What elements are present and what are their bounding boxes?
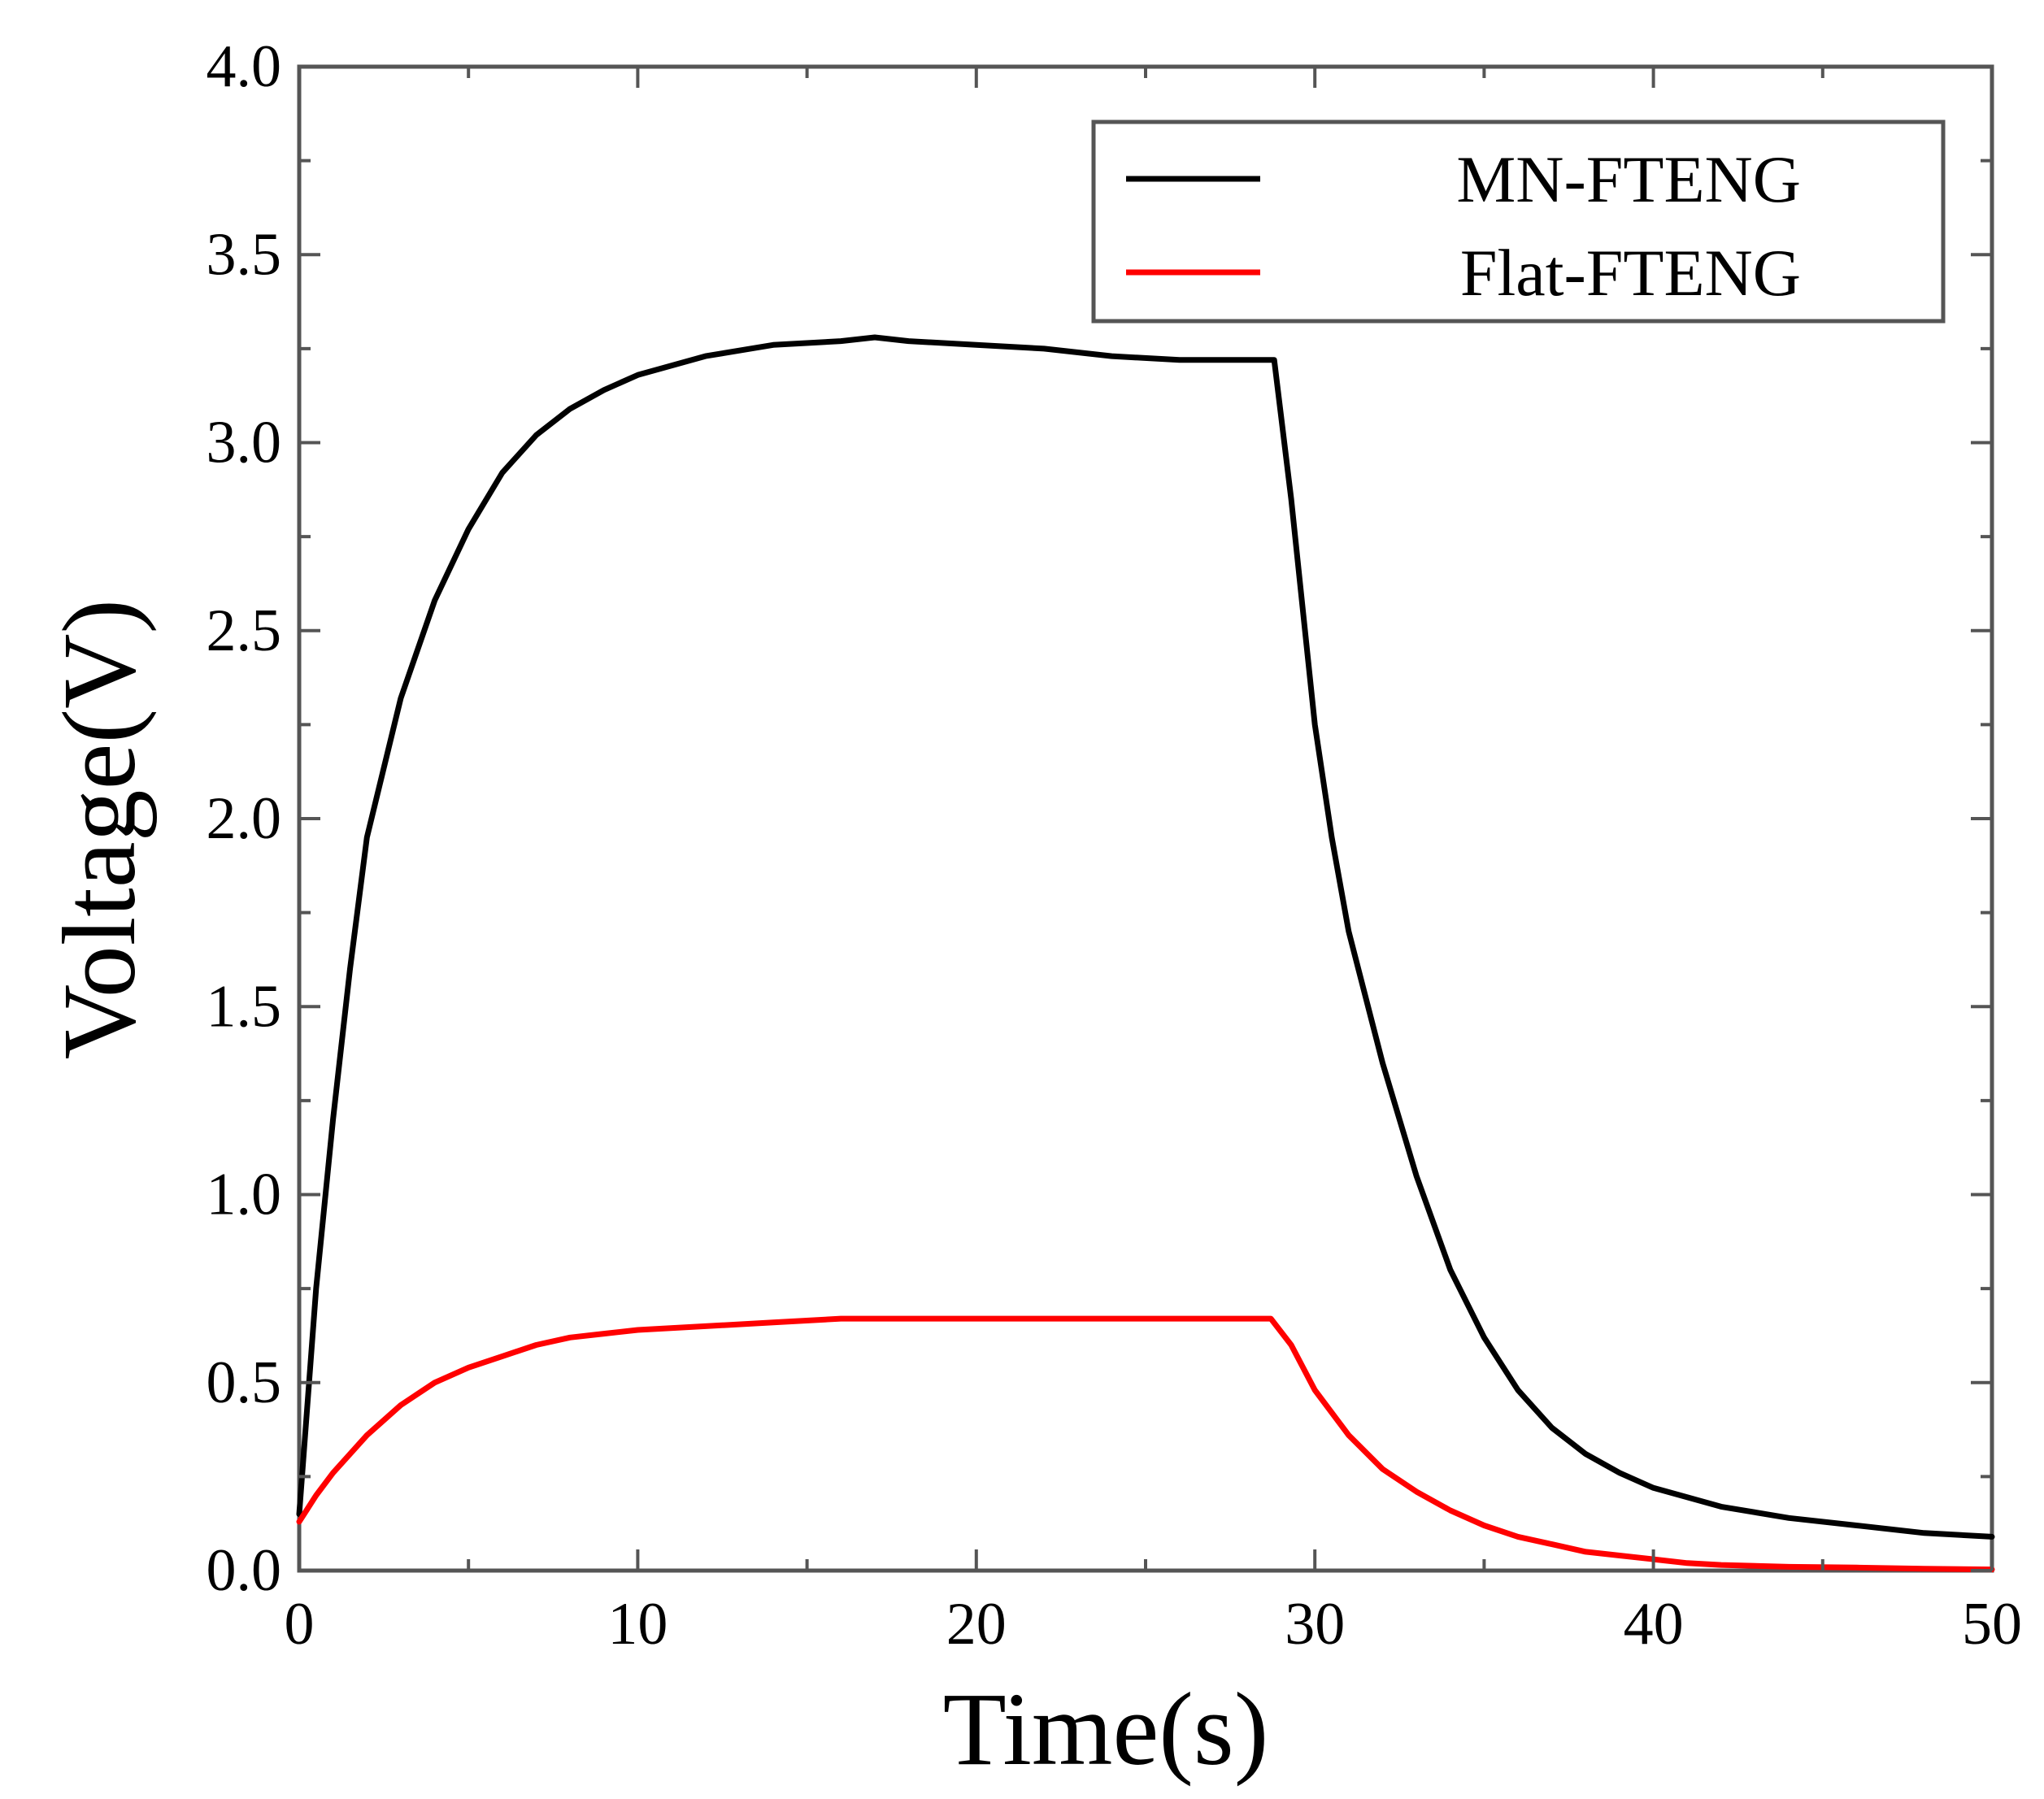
series-line-mn-fteng [296,334,1995,1540]
x-tick-label: 30 [1285,1591,1345,1658]
series-line-flat-fteng [296,1315,1995,1573]
legend-label: Flat-FTENG [1460,236,1801,310]
y-tick-label: 1.5 [207,973,282,1040]
x-tick-label: 40 [1624,1591,1684,1658]
y-tick-label: 1.0 [207,1162,282,1228]
legend-label: MN-FTENG [1456,142,1801,216]
y-tick-label: 3.0 [207,410,282,476]
x-tick-label: 50 [1962,1591,2022,1658]
y-tick-label: 0.5 [207,1349,282,1416]
x-tick-label: 10 [607,1591,668,1658]
y-tick-label: 3.5 [207,221,282,288]
x-tick-label: 0 [285,1591,315,1658]
y-tick-label: 2.0 [207,785,282,852]
x-axis-title: Time(s) [943,1671,1269,1787]
y-axis-title: Voltage(V) [41,599,157,1059]
x-tick-label: 20 [946,1591,1007,1658]
y-tick-label: 0.0 [207,1537,282,1604]
legend-box [1091,119,1946,324]
y-tick-label: 4.0 [207,33,282,100]
y-tick-label: 2.5 [207,597,282,664]
